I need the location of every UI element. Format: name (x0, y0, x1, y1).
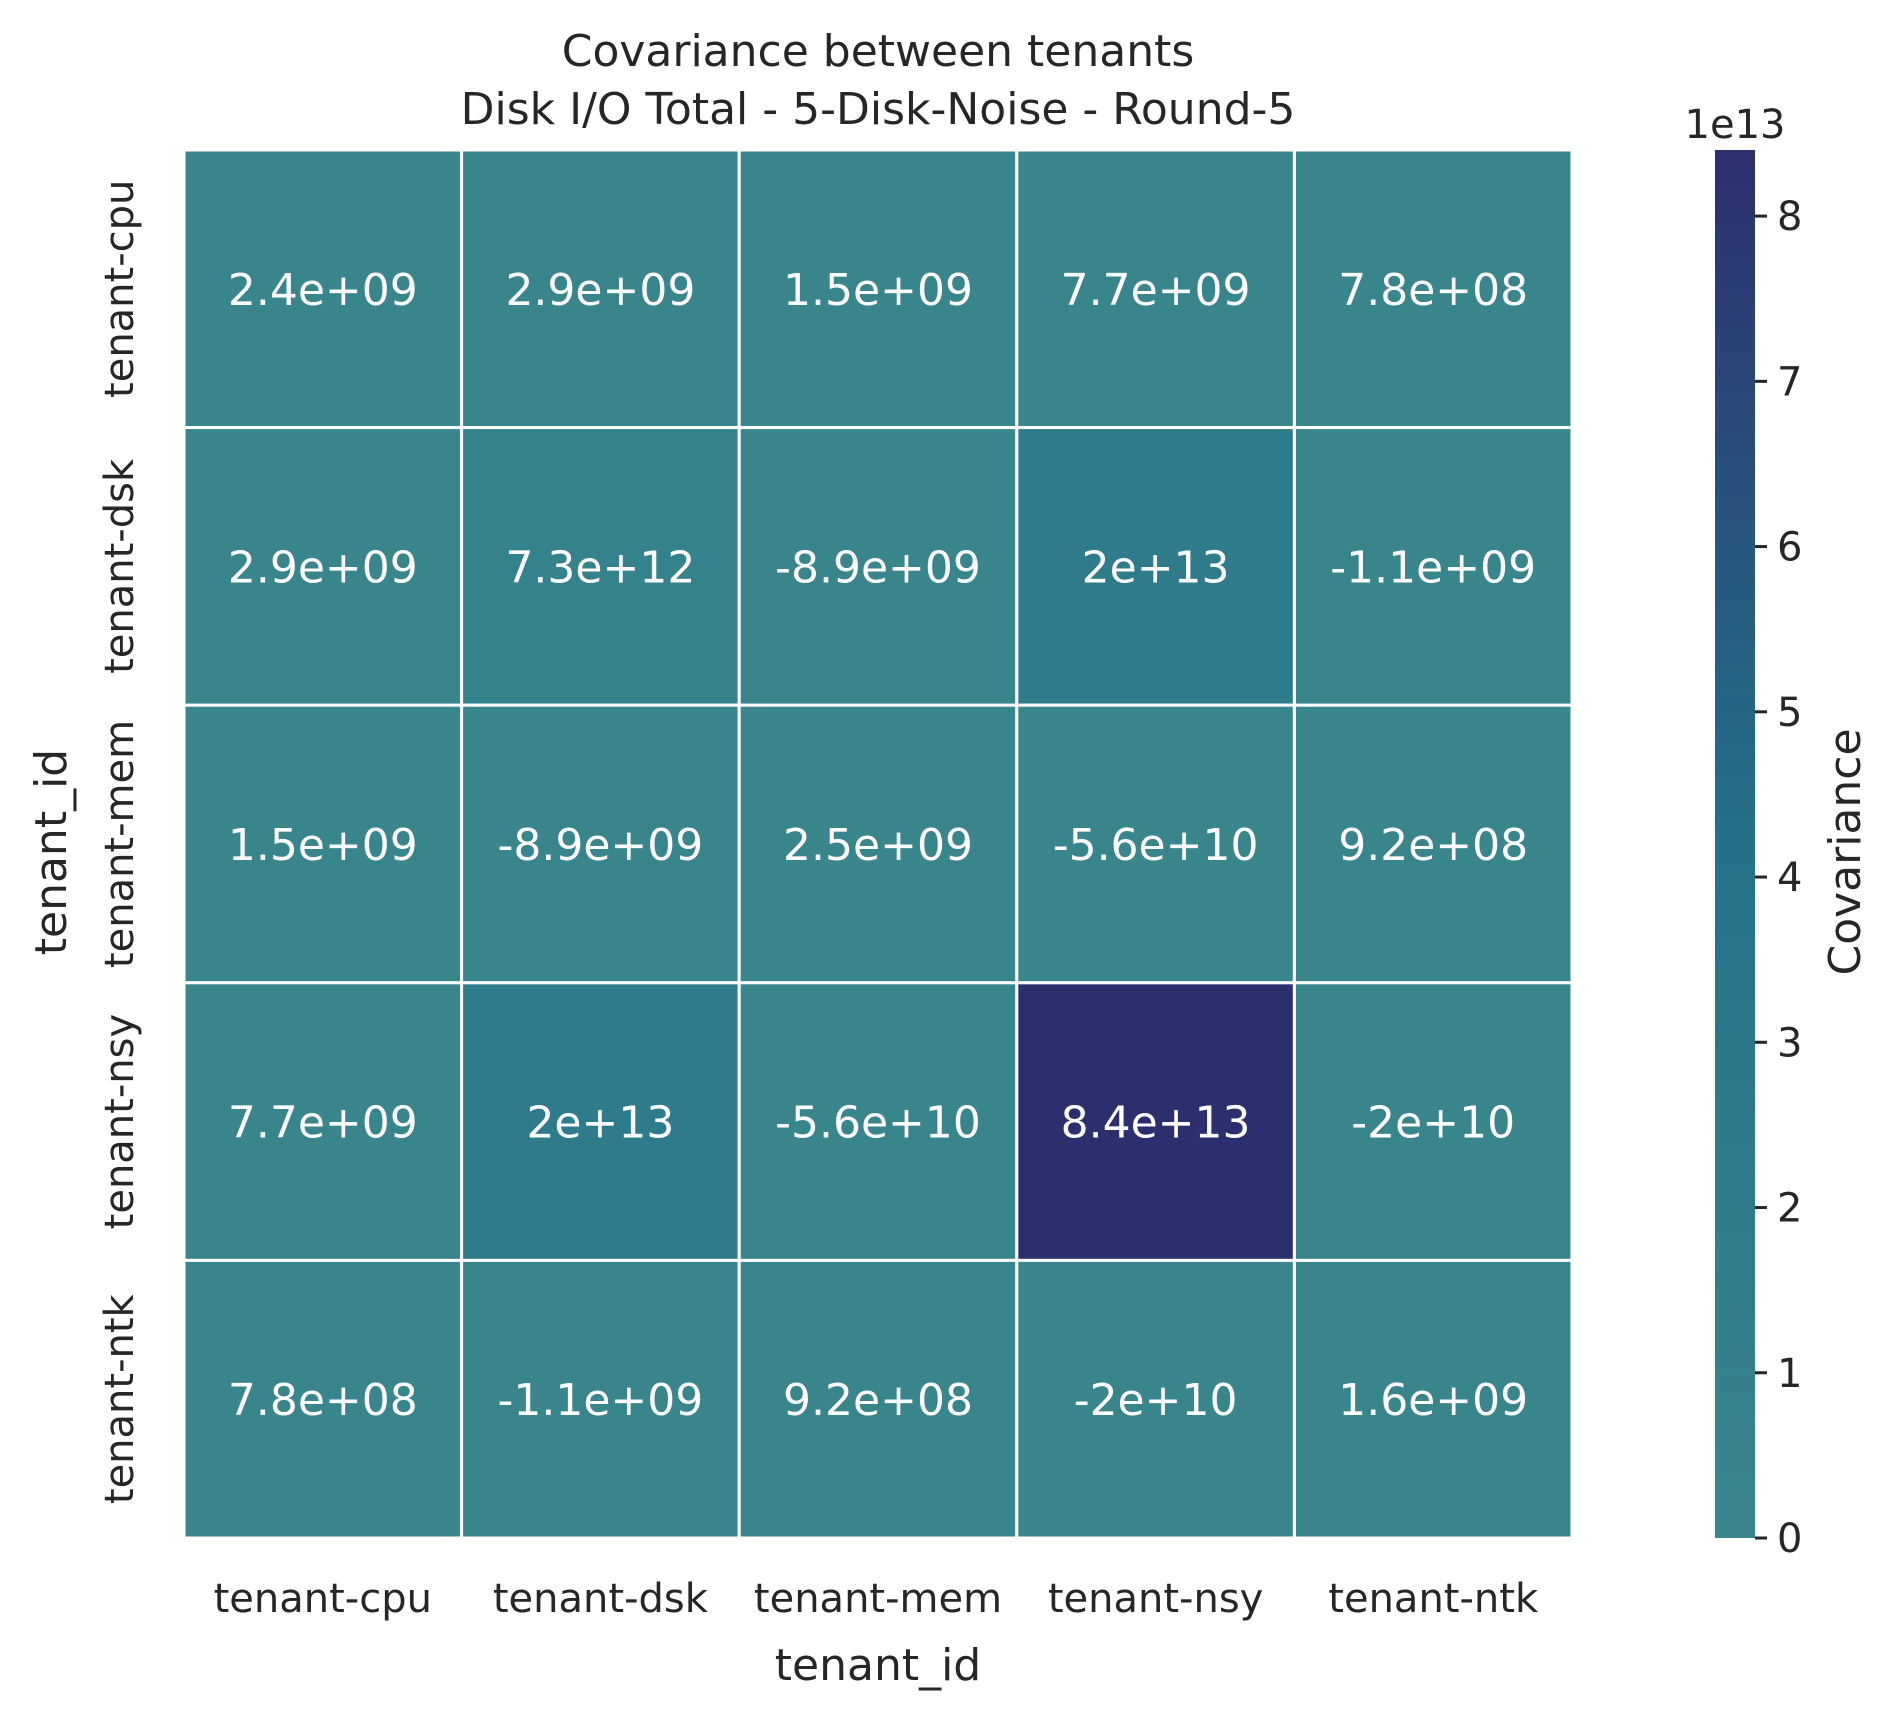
colorbar-tick-label: 3 (1777, 1020, 1802, 1066)
colorbar-tick-label: 0 (1777, 1516, 1802, 1562)
colorbar-tick-label: 1 (1777, 1351, 1802, 1397)
x-tick-label: tenant-ntk (1328, 1576, 1539, 1622)
cell-value-label: 7.7e+09 (1061, 265, 1251, 316)
cell-value-label: 9.2e+08 (1338, 820, 1528, 871)
cell-value-label: 9.2e+08 (783, 1375, 973, 1426)
cell-value-label: -5.6e+10 (775, 1098, 981, 1149)
heatmap-cell (1015, 1258, 1296, 1540)
y-tick-label: tenant-cpu (97, 180, 143, 398)
heatmap-cell (1292, 703, 1574, 985)
heatmap-cell (1292, 981, 1574, 1262)
colorbar-offset-text: 1e13 (1685, 102, 1786, 148)
colorbar-tick-label: 7 (1777, 359, 1802, 405)
colorbar-label: Covariance (1820, 728, 1871, 975)
heatmap-cell (182, 1258, 464, 1540)
cell-value-label: 7.3e+12 (505, 542, 695, 593)
cell-value-label: -2e+10 (1351, 1098, 1515, 1149)
y-axis-label: tenant_id (26, 749, 77, 955)
y-tick-label: tenant-dsk (97, 458, 143, 674)
heatmap-cell (1015, 981, 1296, 1262)
cell-value-label: -8.9e+09 (498, 820, 704, 871)
heatmap-cell (1015, 148, 1296, 430)
heatmap-cell (182, 148, 464, 430)
x-tick-label: tenant-dsk (493, 1576, 709, 1622)
heatmap-cell (737, 981, 1019, 1262)
cell-value-label: 2.5e+09 (783, 820, 973, 871)
heatmap-cell (460, 703, 741, 985)
heatmap-cell (460, 148, 741, 430)
cell-value-label: -2e+10 (1074, 1375, 1238, 1426)
colorbar-tick-label: 2 (1777, 1186, 1802, 1232)
cell-value-label: -1.1e+09 (1330, 542, 1536, 593)
x-tick-label: tenant-nsy (1048, 1576, 1264, 1622)
heatmap-cell (1015, 426, 1296, 707)
cell-value-label: 2.4e+09 (228, 265, 418, 316)
cell-value-label: 1.6e+09 (1338, 1375, 1528, 1426)
axis-ticks: tenant-cpu tenant-dsk tenant-mem tenant-nsy… (97, 180, 1539, 1622)
heatmap-cell (737, 1258, 1019, 1540)
heatmap-cell (737, 703, 1019, 985)
colorbar: 0 1 2 3 4 5 6 7 8 (1715, 150, 1802, 1562)
cell-value-label: 7.8e+08 (228, 1375, 418, 1426)
cell-value-label: 7.8e+08 (1338, 265, 1528, 316)
colorbar-gradient (1715, 150, 1755, 1538)
heatmap-cell (182, 981, 464, 1262)
y-tick-label: tenant-ntk (97, 1293, 143, 1504)
heatmap-cells: 2.4e+09 2.9e+09 1.5e+09 7.7e+09 7.8e+08 2.9e+… (182, 148, 1574, 1540)
cell-value-label: -8.9e+09 (775, 542, 981, 593)
cell-value-label: 1.5e+09 (783, 265, 973, 316)
heatmap-cell (1292, 1258, 1574, 1540)
cell-value-label: 8.4e+13 (1061, 1098, 1251, 1149)
heatmap-cell (737, 148, 1019, 430)
colorbar-tick-label: 8 (1777, 194, 1802, 240)
cell-value-label: 7.7e+09 (228, 1098, 418, 1149)
colorbar-tick-label: 5 (1777, 690, 1802, 736)
x-axis-label: tenant_id (775, 1640, 981, 1691)
heatmap-cell (1292, 426, 1574, 707)
cell-value-label: 2.9e+09 (228, 542, 418, 593)
cell-value-label: -5.6e+10 (1053, 820, 1259, 871)
cell-value-label: 2e+13 (526, 1098, 674, 1149)
cell-value-label: -1.1e+09 (498, 1375, 704, 1426)
x-tick-label: tenant-mem (754, 1576, 1002, 1622)
heatmap-cell (460, 426, 741, 707)
colorbar-tick-label: 4 (1777, 855, 1802, 901)
y-tick-label: tenant-mem (97, 720, 143, 968)
x-tick-label: tenant-cpu (214, 1576, 432, 1622)
cell-value-label: 1.5e+09 (228, 820, 418, 871)
heatmap-cell (737, 426, 1019, 707)
heatmap-cell (460, 981, 741, 1262)
cell-value-label: 2.9e+09 (505, 265, 695, 316)
y-tick-label: tenant-nsy (97, 1014, 143, 1230)
heatmap-cell (460, 1258, 741, 1540)
chart-title: Covariance between tenants (562, 26, 1195, 77)
cell-value-label: 2e+13 (1082, 542, 1230, 593)
colorbar-tick-label: 6 (1777, 525, 1802, 571)
heatmap-cell (1015, 703, 1296, 985)
chart-subtitle: Disk I/O Total - 5-Disk-Noise - Round-5 (461, 84, 1296, 135)
